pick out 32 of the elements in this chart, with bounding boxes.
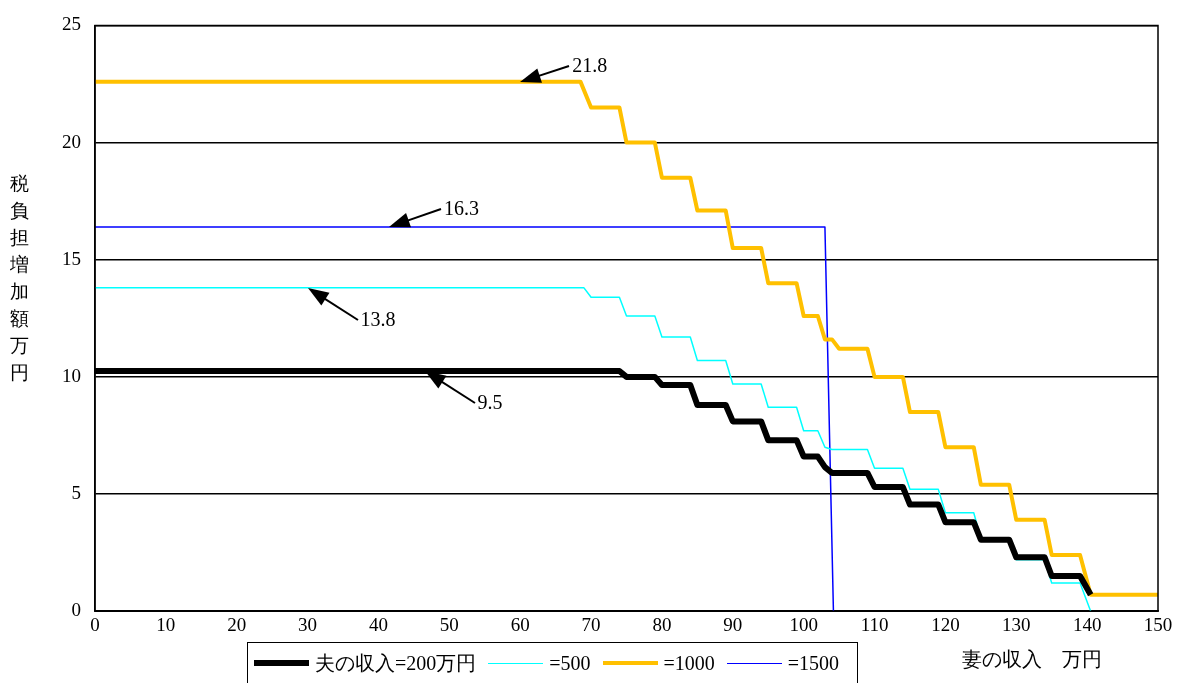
x-tick-label: 40: [368, 613, 388, 635]
x-tick-label: 80: [652, 613, 672, 635]
legend-label: =1000: [663, 651, 715, 675]
x-tick-label: 130: [1002, 613, 1031, 635]
x-tick-label: 10: [156, 613, 176, 635]
x-tick-label: 60: [510, 613, 530, 635]
y-tick-label: 10: [62, 364, 81, 386]
legend-label: =500: [549, 651, 591, 675]
y-tick-label: 20: [62, 130, 81, 152]
y-tick-label: 25: [62, 13, 81, 35]
x-tick-label: 120: [931, 613, 960, 635]
annotation: 21.8: [572, 53, 608, 77]
annotation: 9.5: [477, 391, 503, 415]
x-tick-label: 70: [581, 613, 601, 635]
x-axis-title: 妻の収入 万円: [962, 646, 1102, 673]
x-tick-label: 100: [789, 613, 818, 635]
x-tick-label: 0: [90, 613, 100, 635]
x-tick-label: 20: [227, 613, 247, 635]
x-tick-label: 150: [1143, 613, 1173, 635]
y-tick-label: 0: [71, 599, 81, 621]
y-tick-label: 5: [71, 482, 81, 504]
annotation: 13.8: [360, 307, 396, 331]
x-tick-label: 110: [860, 613, 889, 635]
y-axis-title: 税負担増加額万円: [10, 171, 29, 385]
x-tick-label: 140: [1072, 613, 1102, 635]
legend-label: 夫の収入=200万円: [315, 650, 477, 676]
x-tick-label: 30: [298, 613, 318, 635]
y-tick-label: 15: [62, 247, 81, 269]
annotation: 16.3: [444, 196, 480, 220]
x-tick-label: 90: [723, 613, 743, 635]
legend-label: =1500: [787, 651, 840, 675]
x-tick-label: 50: [439, 613, 459, 635]
